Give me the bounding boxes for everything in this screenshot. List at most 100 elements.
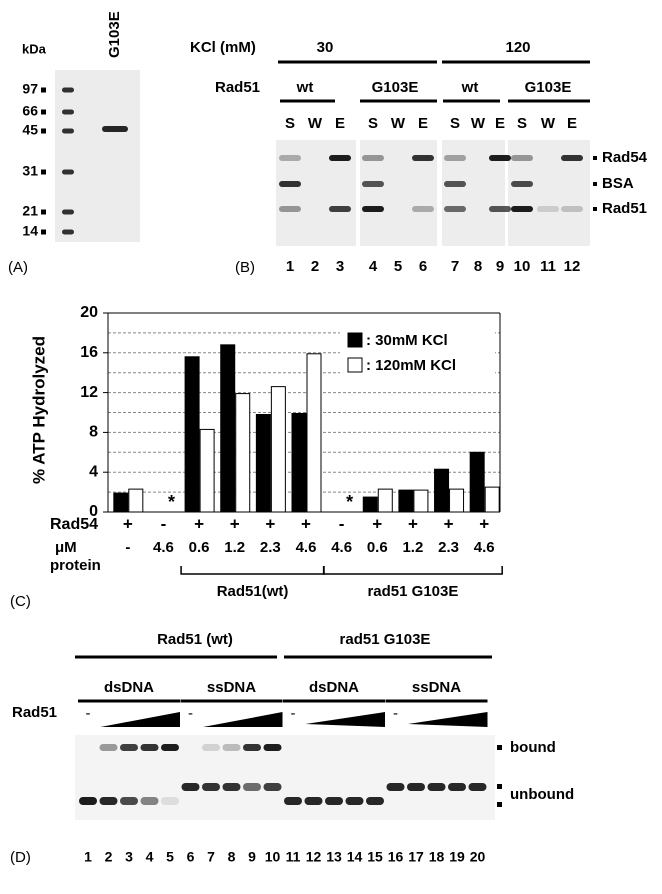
kcl-label: KCl (mM) <box>190 39 256 56</box>
x-tick-label: 4.6 <box>331 539 352 556</box>
gel-band <box>181 783 200 791</box>
gel-band <box>444 206 466 212</box>
y-tick-label: 16 <box>80 344 98 361</box>
fraction-label: W <box>391 115 406 132</box>
bar <box>306 353 322 513</box>
rad54-mark: - <box>339 514 345 533</box>
y-tick-label: 8 <box>89 424 98 441</box>
gel-band <box>284 797 302 805</box>
lane-number: 14 <box>347 849 363 865</box>
rad51-label: wt <box>296 79 314 96</box>
lane-number: 9 <box>248 849 256 865</box>
gel-band <box>448 783 466 791</box>
gel-band <box>243 744 261 751</box>
lane-number: 4 <box>146 849 154 865</box>
state-label: unbound <box>510 786 574 803</box>
protein-label: protein <box>50 557 101 574</box>
lane-number: 9 <box>496 258 504 275</box>
rad54-mark: - <box>161 514 167 533</box>
x-tick-label: - <box>125 539 130 556</box>
marker-dot <box>593 207 597 211</box>
gel-band <box>511 206 533 212</box>
gel-band <box>222 783 241 791</box>
lane-number: 18 <box>429 849 445 865</box>
gel-band <box>62 229 74 235</box>
gel-band <box>99 797 118 805</box>
y-tick-label: 12 <box>80 384 98 401</box>
protein-label: μM <box>55 539 77 556</box>
minus-label: - <box>86 705 91 722</box>
gel-band <box>325 797 343 805</box>
marker-dot <box>41 169 46 175</box>
gel-band <box>140 797 159 805</box>
titrant-label: Rad51 <box>12 704 57 721</box>
lane-number: 10 <box>265 849 281 865</box>
marker-label: 45 <box>22 122 38 138</box>
bar <box>184 356 200 513</box>
lane-number: 11 <box>540 258 556 275</box>
lane-number: 6 <box>187 849 195 865</box>
legend-bg <box>340 327 495 382</box>
marker-dot <box>593 156 597 160</box>
rad54-mark: + <box>265 514 275 533</box>
marker-dot <box>41 109 46 115</box>
bar <box>270 386 286 513</box>
gel-band <box>407 783 425 791</box>
legend-swatch <box>347 357 363 373</box>
lane-number: 7 <box>207 849 215 865</box>
rad54-mark: + <box>479 514 489 533</box>
gel-band <box>537 206 559 212</box>
fraction-label: E <box>418 115 428 132</box>
x-tick-label: 0.6 <box>189 539 210 556</box>
gel-band <box>62 128 74 134</box>
lane-number: 13 <box>326 849 342 865</box>
band-label: Rad54 <box>602 149 648 166</box>
fraction-label: S <box>368 115 378 132</box>
gel-band <box>120 797 138 805</box>
gel <box>75 735 495 820</box>
x-tick-label: 4.6 <box>153 539 174 556</box>
lane-number: 2 <box>105 849 113 865</box>
fraction-label: W <box>308 115 323 132</box>
gel-band <box>412 206 434 212</box>
gel-band <box>279 206 301 212</box>
bar <box>484 486 500 513</box>
rad54-mark: + <box>194 514 204 533</box>
wedge <box>408 712 488 727</box>
gel-band <box>263 744 282 751</box>
annotation: * <box>168 492 175 512</box>
rad54-mark: + <box>301 514 311 533</box>
marker-dot <box>41 209 46 215</box>
fraction-label: W <box>541 115 556 132</box>
marker-label: 14 <box>22 223 38 239</box>
rad51-label: Rad51 <box>215 79 260 96</box>
fraction-label: E <box>335 115 345 132</box>
panel-label: (D) <box>10 849 31 866</box>
gel-band <box>561 155 583 161</box>
group-label: Rad51 (wt) <box>157 631 233 648</box>
gel-band <box>279 155 301 161</box>
lane-number: 2 <box>311 258 319 275</box>
gel-band <box>161 744 179 751</box>
minus-label: - <box>291 705 296 722</box>
bracket <box>180 566 325 575</box>
substrate-label: dsDNA <box>309 679 359 696</box>
lane-number: 20 <box>470 849 486 865</box>
bar <box>291 412 307 513</box>
unit-label: kDa <box>22 41 47 56</box>
panel-label: (B) <box>235 259 255 276</box>
rad51-label: G103E <box>372 79 419 96</box>
lane-number: 16 <box>388 849 404 865</box>
kcl-value: 120 <box>505 39 530 56</box>
substrate-label: ssDNA <box>207 679 256 696</box>
gel-band <box>62 87 74 93</box>
marker-dot <box>41 87 46 93</box>
lane-number: 1 <box>84 849 92 865</box>
y-tick-label: 20 <box>80 304 98 321</box>
marker-dot <box>41 229 46 235</box>
bar <box>362 496 378 513</box>
lane-number: 4 <box>369 258 378 275</box>
gel-band <box>62 169 74 175</box>
fraction-label: S <box>450 115 460 132</box>
gel-band <box>444 181 466 187</box>
